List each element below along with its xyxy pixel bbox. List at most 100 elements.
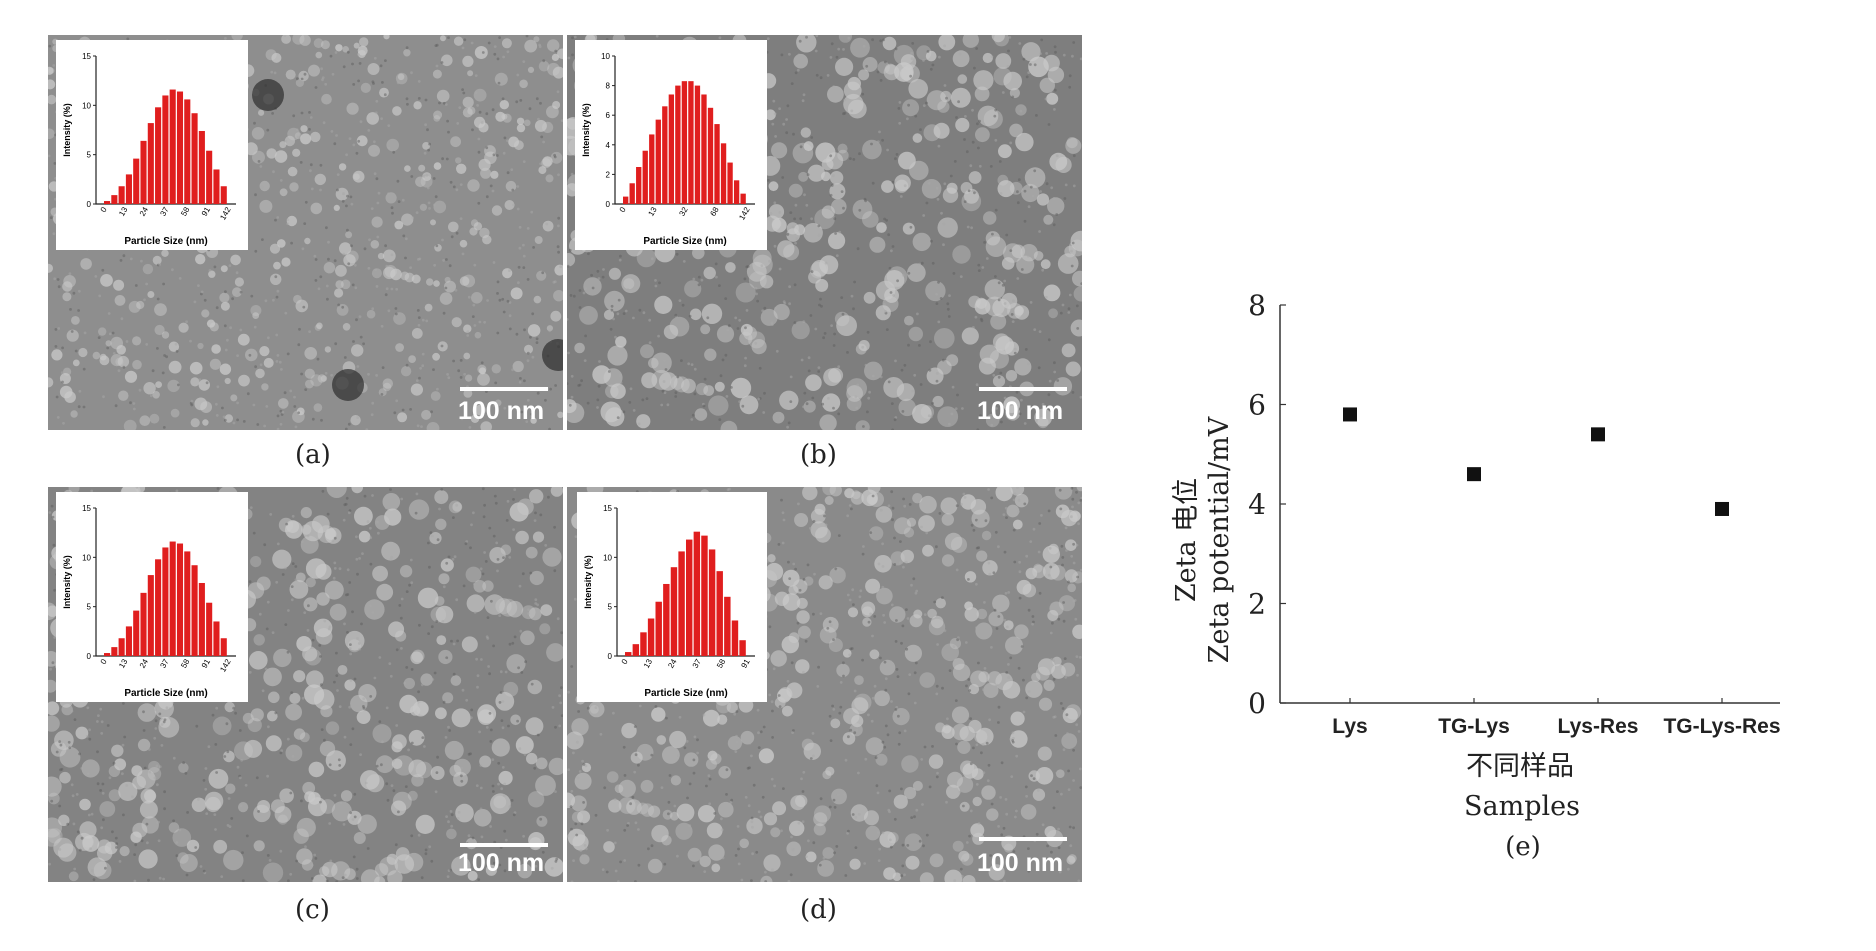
nanoparticle: [401, 213, 414, 226]
nanoparticle: [1057, 253, 1079, 274]
noise-speck: [682, 260, 686, 263]
nanoparticle: [308, 792, 321, 805]
inset-x-tick-label: 32: [677, 205, 690, 218]
histogram-bar: [727, 162, 733, 204]
noise-speck: [1025, 554, 1029, 558]
nanoparticle: [206, 319, 216, 328]
tem-panel-d: 0 5 10 15 0 13 24 37 58 91 Intensity (%) Particle S…: [567, 487, 1082, 882]
nanoparticle: [224, 377, 231, 385]
noise-speck: [199, 865, 203, 868]
noise-speck: [734, 316, 738, 320]
noise-speck: [1026, 254, 1030, 258]
nanoparticle: [136, 769, 156, 789]
histogram-bar: [701, 535, 708, 656]
nanoparticle: [1065, 361, 1081, 377]
nanoparticle: [770, 650, 787, 667]
noise-speck: [519, 629, 523, 633]
noise-speck: [1027, 608, 1031, 612]
noise-speck: [1033, 63, 1037, 67]
nanoparticle: [459, 239, 468, 248]
nanoparticle: [538, 60, 550, 72]
noise-speck: [121, 743, 125, 747]
nanoparticle: [100, 274, 113, 287]
noise-speck: [433, 263, 436, 267]
nanoparticle: [1069, 510, 1081, 522]
noise-speck: [356, 416, 360, 419]
noise-speck: [988, 572, 992, 576]
nanoparticle: [432, 69, 442, 79]
noise-speck: [77, 405, 81, 409]
noise-speck: [358, 315, 362, 319]
noise-speck: [553, 525, 556, 529]
noise-speck: [804, 639, 808, 643]
noise-speck: [239, 804, 243, 808]
nanoparticle: [314, 173, 326, 186]
noise-speck: [358, 647, 362, 651]
noise-speck: [410, 581, 414, 584]
noise-speck: [308, 330, 311, 333]
noise-speck: [738, 400, 741, 403]
noise-speck: [1070, 487, 1074, 490]
nanoparticle: [333, 204, 340, 211]
noise-speck: [214, 828, 217, 831]
nanoparticle: [114, 758, 127, 771]
noise-speck: [405, 363, 409, 367]
noise-speck: [424, 98, 428, 102]
noise-speck: [494, 501, 498, 505]
noise-speck: [936, 643, 939, 646]
noise-speck: [890, 249, 893, 253]
nanoparticle: [315, 628, 333, 645]
nanoparticle: [462, 55, 474, 67]
histogram-bar: [125, 174, 132, 204]
nanoparticle: [746, 817, 763, 835]
noise-speck: [905, 608, 908, 611]
noise-speck: [547, 495, 550, 499]
noise-speck: [483, 320, 486, 324]
inset-y-tick-label: 5: [87, 151, 92, 160]
nanoparticle: [510, 287, 523, 300]
noise-speck: [946, 302, 950, 306]
noise-speck: [480, 121, 484, 125]
noise-speck: [914, 661, 918, 665]
nanoparticle: [98, 327, 107, 336]
nanoparticle: [1036, 193, 1050, 206]
noise-speck: [296, 135, 300, 139]
noise-speck: [1075, 543, 1079, 547]
noise-speck: [369, 604, 372, 608]
noise-speck: [913, 815, 916, 819]
noise-speck: [249, 506, 253, 509]
noise-speck: [871, 181, 875, 185]
nanoparticle: [320, 375, 328, 382]
noise-speck: [260, 185, 264, 189]
noise-speck: [697, 283, 701, 287]
nanoparticle: [219, 292, 230, 303]
noise-speck: [691, 413, 695, 417]
noise-speck: [972, 528, 976, 532]
noise-speck: [96, 720, 99, 723]
noise-speck: [800, 777, 803, 781]
nanoparticle: [710, 753, 722, 765]
nanoparticle: [1003, 71, 1022, 91]
noise-speck: [534, 864, 538, 868]
nanoparticle: [474, 46, 488, 59]
nanoparticle: [604, 290, 625, 312]
noise-speck: [203, 298, 207, 302]
noise-speck: [917, 498, 921, 501]
noise-speck: [1027, 71, 1031, 74]
noise-speck: [1054, 50, 1057, 54]
noise-speck: [186, 811, 190, 814]
noise-speck: [1044, 407, 1048, 411]
nanoparticle: [803, 400, 816, 413]
noise-speck: [855, 406, 859, 410]
noise-speck: [1052, 806, 1056, 810]
nanoparticle: [803, 223, 823, 243]
noise-speck: [271, 631, 275, 634]
noise-speck: [410, 175, 414, 178]
noise-speck: [67, 740, 71, 744]
nanoparticle: [1064, 569, 1079, 583]
nanoparticle: [352, 170, 365, 183]
noise-speck: [140, 259, 143, 263]
noise-speck: [1009, 141, 1013, 145]
nanoparticle: [964, 607, 979, 622]
